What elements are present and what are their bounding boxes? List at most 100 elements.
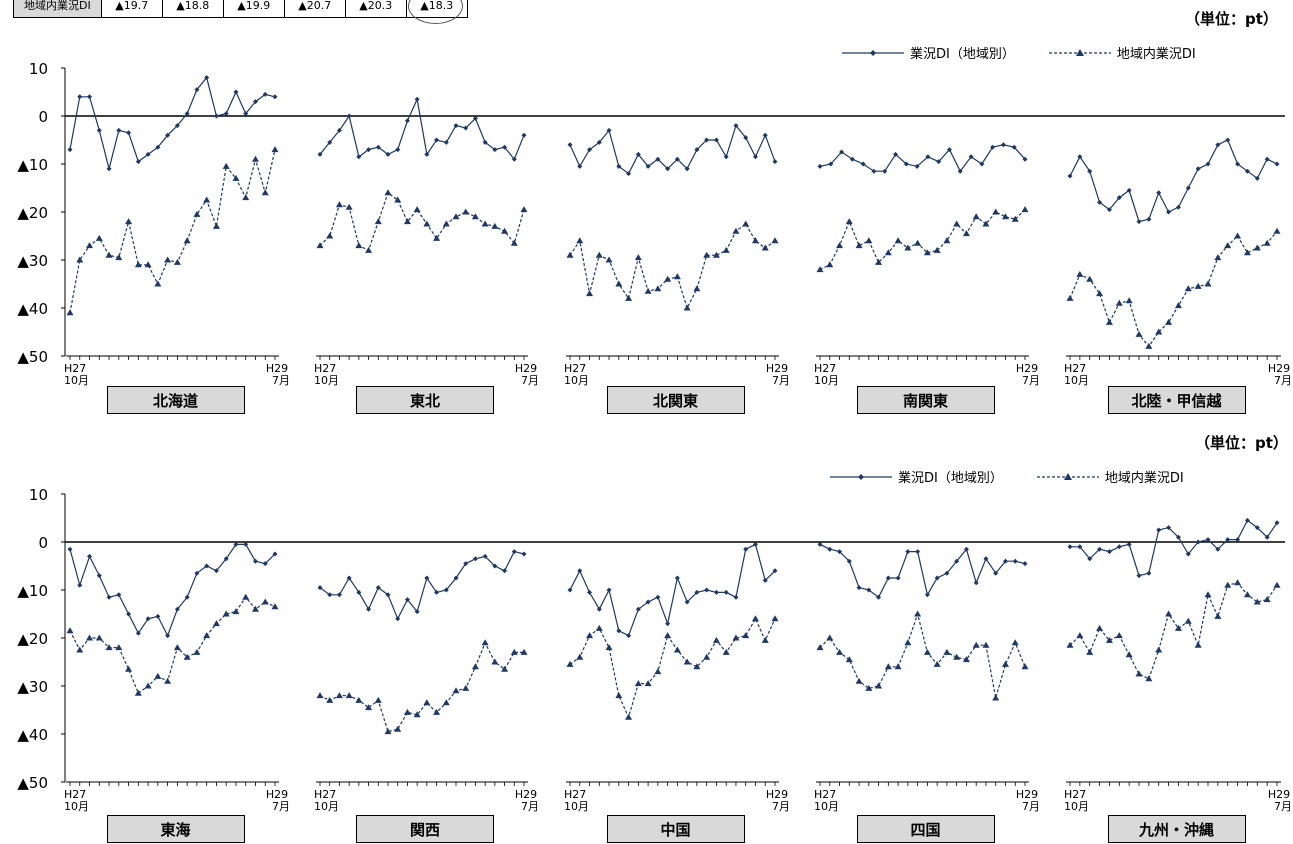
legend-solid-line-icon (830, 473, 892, 480)
data-point-triangle (1125, 297, 1133, 304)
data-point-diamond (87, 553, 93, 559)
data-point-diamond (990, 144, 996, 150)
data-point-triangle (884, 663, 892, 670)
legend-solid-line-icon (842, 49, 904, 56)
data-point-triangle (316, 242, 324, 249)
data-point-diamond (577, 163, 583, 169)
data-point-triangle (855, 677, 863, 684)
data-point-diamond (1166, 209, 1172, 215)
data-point-triangle (982, 641, 990, 648)
data-point-diamond (914, 163, 920, 169)
data-point-triangle (1194, 282, 1202, 289)
x-label-start-month: 10月 (64, 374, 89, 387)
data-point-triangle (374, 696, 382, 703)
data-point-diamond (626, 633, 632, 639)
data-point-diamond (184, 594, 190, 600)
data-point-triangle (183, 653, 191, 660)
data-point-diamond (954, 558, 960, 564)
data-point-triangle (403, 708, 411, 715)
series-regional-di-line (319, 641, 524, 733)
y-tick-label: ▲20 (17, 204, 48, 222)
data-point-diamond (184, 111, 190, 117)
x-label-start-year: H27 (314, 788, 336, 801)
x-label-end-year: H29 (266, 362, 288, 375)
data-point-diamond (1156, 190, 1162, 196)
region-label: 中国 (606, 815, 745, 843)
data-point-triangle (1135, 670, 1143, 677)
data-point-diamond (1116, 544, 1122, 550)
data-point-triangle (394, 196, 402, 203)
data-point-diamond (1175, 534, 1181, 540)
data-point-triangle (625, 294, 633, 301)
data-point-diamond (871, 168, 877, 174)
x-label-start-month: 10月 (1064, 374, 1089, 387)
data-point-diamond (126, 611, 132, 617)
data-point-diamond (1067, 544, 1073, 550)
data-point-diamond (772, 568, 778, 574)
data-point-diamond (772, 159, 778, 165)
data-point-triangle (335, 201, 343, 208)
data-point-triangle (943, 237, 951, 244)
data-point-triangle (510, 648, 518, 655)
data-point-diamond (252, 558, 258, 564)
series-business-di-line (569, 124, 776, 175)
data-point-diamond (174, 606, 180, 612)
data-point-triangle (845, 218, 853, 225)
y-tick-label: ▲40 (17, 300, 48, 318)
data-point-diamond (346, 113, 352, 119)
data-point-triangle (722, 648, 730, 655)
data-point-diamond (96, 127, 102, 133)
data-point-diamond (1274, 161, 1280, 167)
data-point-diamond (346, 575, 352, 581)
data-point-diamond (596, 606, 602, 612)
data-point-diamond (404, 118, 410, 124)
data-point-triangle (222, 610, 230, 617)
data-point-diamond (336, 127, 342, 133)
data-point-triangle (712, 636, 720, 643)
data-point-diamond (587, 589, 593, 595)
data-point-diamond (213, 568, 219, 574)
data-point-diamond (936, 159, 942, 165)
data-point-diamond (645, 599, 651, 605)
data-point-triangle (1273, 227, 1281, 234)
x-label-start-year: H27 (1064, 788, 1086, 801)
data-point-diamond (733, 594, 739, 600)
data-point-diamond (704, 137, 710, 143)
data-point-triangle (644, 680, 652, 687)
data-point-diamond (963, 546, 969, 552)
data-point-diamond (1077, 154, 1083, 160)
data-point-diamond (752, 154, 758, 160)
data-point-diamond (817, 163, 823, 169)
data-point-triangle (1234, 579, 1242, 586)
data-point-triangle (962, 656, 970, 663)
region-label: 九州・沖縄 (1107, 815, 1246, 843)
data-point-triangle (134, 689, 142, 696)
data-point-diamond (521, 551, 527, 557)
x-label-start-month: 10月 (314, 800, 339, 813)
data-point-diamond (1126, 541, 1132, 547)
data-point-triangle (115, 254, 123, 261)
data-point-triangle (1214, 254, 1222, 261)
data-point-triangle (1076, 632, 1084, 639)
x-label-end-month: 7月 (521, 800, 539, 813)
data-point-triangle (125, 218, 133, 225)
data-point-triangle (865, 684, 873, 691)
data-point-diamond (684, 166, 690, 172)
data-point-diamond (233, 541, 239, 547)
data-point-triangle (355, 696, 363, 703)
data-point-diamond (817, 541, 823, 547)
legend-series1-label: 業況DI（地域別） (910, 47, 1015, 62)
data-point-diamond (414, 609, 420, 615)
data-point-triangle (86, 634, 94, 641)
data-point-diamond (1097, 199, 1103, 205)
series-regional-di-line (569, 617, 776, 719)
x-label-end-year: H29 (766, 362, 788, 375)
data-point-triangle (471, 663, 479, 670)
data-point-triangle (76, 646, 84, 653)
data-point-diamond (1136, 573, 1142, 579)
series-regional-di-line (69, 149, 276, 313)
series-regional-di-line (319, 191, 525, 252)
y-tick-label: ▲10 (17, 156, 48, 174)
data-point-triangle (894, 237, 902, 244)
